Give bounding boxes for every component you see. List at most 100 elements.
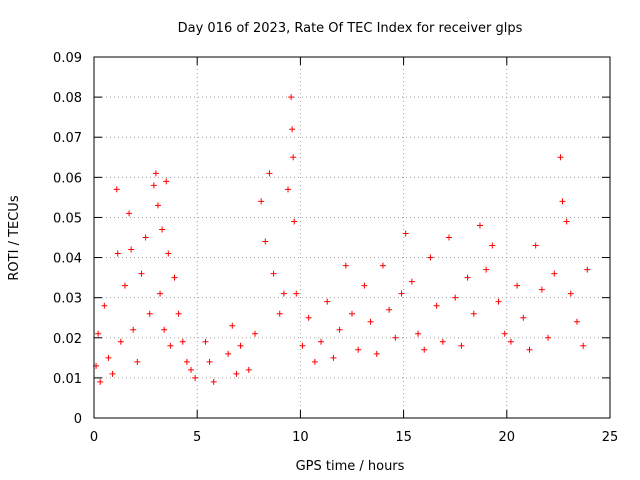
y-tick-label: 0.02 — [53, 332, 82, 347]
data-point — [266, 170, 273, 177]
data-point — [379, 262, 386, 269]
data-point — [293, 290, 300, 297]
data-point — [483, 266, 490, 273]
data-point — [507, 338, 514, 345]
data-point — [251, 330, 258, 337]
data-point — [109, 370, 116, 377]
y-tick-label: 0 — [74, 412, 82, 427]
data-point — [134, 358, 141, 365]
axis-ticks: 0 0.01 0.02 0.03 0.04 0.05 0.06 0.07 0.08 0.09 0 5 1… — [53, 51, 618, 445]
y-tick-label: 0.06 — [53, 171, 82, 186]
data-point — [342, 262, 349, 269]
data-point — [152, 170, 159, 177]
data-point — [105, 354, 112, 361]
data-point — [161, 326, 168, 333]
data-point — [563, 218, 570, 225]
data-point — [288, 94, 295, 101]
data-point — [146, 310, 153, 317]
data-point — [580, 342, 587, 349]
data-point — [237, 342, 244, 349]
data-point — [188, 366, 195, 373]
x-tick-label: 20 — [499, 430, 516, 445]
y-tick-label: 0.05 — [53, 211, 82, 226]
data-point — [167, 342, 174, 349]
data-point — [258, 198, 265, 205]
y-axis-label: ROTI / TECUs — [7, 195, 22, 280]
data-point — [336, 326, 343, 333]
data-point — [157, 290, 164, 297]
data-point — [545, 334, 552, 341]
data-point — [285, 186, 292, 193]
data-point — [311, 358, 318, 365]
data-point — [130, 326, 137, 333]
data-point — [159, 226, 166, 233]
data-point — [495, 298, 502, 305]
chart-title: Day 016 of 2023, Rate Of TEC Index for r… — [178, 21, 523, 36]
data-point — [573, 318, 580, 325]
data-point — [318, 338, 325, 345]
data-point — [290, 154, 297, 161]
data-point — [402, 230, 409, 237]
data-point — [101, 302, 108, 309]
data-point — [421, 346, 428, 353]
y-tick-label: 0.08 — [53, 91, 82, 106]
data-point — [289, 126, 296, 133]
y-tick-label: 0.09 — [53, 51, 82, 66]
data-point — [557, 154, 564, 161]
data-point — [464, 274, 471, 281]
data-point — [532, 242, 539, 249]
data-point — [567, 290, 574, 297]
data-point — [245, 366, 252, 373]
data-point — [305, 314, 312, 321]
data-point — [489, 242, 496, 249]
data-point — [538, 286, 545, 293]
data-point — [559, 198, 566, 205]
data-point — [355, 346, 362, 353]
data-point — [138, 270, 145, 277]
data-point — [526, 346, 533, 353]
data-point — [202, 338, 209, 345]
grid-lines — [94, 57, 610, 418]
data-point — [291, 218, 298, 225]
x-tick-label: 0 — [90, 430, 98, 445]
x-tick-label: 10 — [292, 430, 309, 445]
x-axis-label: GPS time / hours — [296, 459, 405, 474]
data-point — [121, 282, 128, 289]
data-point — [113, 186, 120, 193]
y-tick-label: 0.04 — [53, 252, 82, 267]
data-point — [439, 338, 446, 345]
data-point — [367, 318, 374, 325]
data-point — [476, 222, 483, 229]
data-point — [175, 310, 182, 317]
data-point — [392, 334, 399, 341]
data-point — [324, 298, 331, 305]
data-point — [386, 306, 393, 313]
data-points — [93, 94, 591, 385]
data-point — [408, 278, 415, 285]
data-point — [446, 234, 453, 241]
data-point — [206, 358, 213, 365]
data-point — [171, 274, 178, 281]
data-point — [458, 342, 465, 349]
data-point — [262, 238, 269, 245]
data-point — [299, 342, 306, 349]
data-point — [192, 374, 199, 381]
data-point — [551, 270, 558, 277]
data-point — [427, 254, 434, 261]
data-point — [330, 354, 337, 361]
data-point — [142, 234, 149, 241]
plot-frame — [93, 56, 611, 419]
data-point — [280, 290, 287, 297]
data-point — [95, 330, 102, 337]
data-point — [398, 290, 405, 297]
data-point — [415, 330, 422, 337]
data-point — [179, 338, 186, 345]
data-point — [349, 310, 355, 317]
data-point — [373, 350, 380, 357]
data-point — [225, 350, 232, 357]
data-point — [163, 178, 170, 185]
data-point — [183, 358, 190, 365]
y-tick-label: 0.01 — [53, 372, 82, 387]
data-point — [233, 370, 240, 377]
